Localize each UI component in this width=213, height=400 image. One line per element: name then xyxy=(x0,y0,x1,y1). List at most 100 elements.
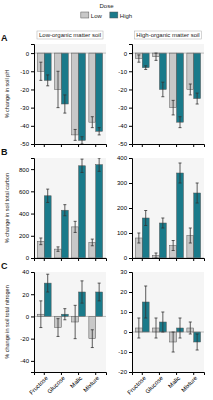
error-bar xyxy=(74,129,77,140)
baseline xyxy=(34,258,106,259)
y-tick: -50 xyxy=(118,141,132,147)
plot-background xyxy=(132,158,204,258)
error-bar xyxy=(161,218,164,228)
tick-mark xyxy=(129,272,132,273)
baseline xyxy=(132,258,204,259)
tick-mark xyxy=(129,53,132,54)
y-tick: -30 xyxy=(118,105,132,111)
error-bar xyxy=(98,158,101,171)
x-tick xyxy=(44,258,45,261)
y-tick: 200 xyxy=(19,233,34,239)
x-tick xyxy=(142,144,143,147)
x-axis: FructoseGlucoseMalicMixture xyxy=(126,372,204,396)
error-bar xyxy=(155,253,158,258)
tick-label: 200 xyxy=(117,205,128,211)
y-tick: -30 xyxy=(20,105,34,111)
error-bar xyxy=(91,239,94,246)
tick-label: 100 xyxy=(117,230,128,236)
tick-label: 800 xyxy=(19,167,30,173)
y-tick: 100 xyxy=(117,230,132,236)
y-tick: 0 xyxy=(26,255,34,261)
error-bar xyxy=(161,312,164,332)
y-tick: 800 xyxy=(19,167,34,173)
error-bar xyxy=(81,137,84,144)
x-tick xyxy=(193,258,194,261)
tick-mark xyxy=(129,258,132,259)
y-axis: 0 200 400 600 800 xyxy=(19,159,35,262)
plot-background xyxy=(132,44,204,144)
y-tick: -20 xyxy=(20,87,34,93)
y-tick: 400 xyxy=(19,211,34,217)
y-axis: 0100200300400 xyxy=(117,155,133,261)
plot-background xyxy=(132,272,204,372)
tick-mark xyxy=(44,258,45,261)
legend-items: LowHigh xyxy=(81,12,132,19)
y-tick: 0 xyxy=(124,51,132,57)
tick-mark xyxy=(31,89,34,90)
tick-mark xyxy=(129,312,132,313)
y-tick: 600 xyxy=(19,189,34,195)
y-tick: 400 xyxy=(117,155,132,161)
tick-label: 0 xyxy=(124,51,128,57)
baseline xyxy=(132,53,204,54)
y-tick: 200 xyxy=(117,205,132,211)
x-axis xyxy=(133,258,205,261)
tick-label: Fructose xyxy=(28,375,49,396)
y-tick: 30 xyxy=(120,269,132,275)
axis-line xyxy=(31,45,35,145)
y-tick: 40 xyxy=(22,269,34,275)
tick-mark xyxy=(159,258,160,261)
bar xyxy=(96,165,103,258)
tick-mark xyxy=(31,53,34,54)
bar xyxy=(177,173,184,258)
panel: 0100200300400 xyxy=(117,155,205,261)
x-tick xyxy=(159,144,160,147)
y-tick: 20 xyxy=(120,289,132,295)
x-tick xyxy=(176,144,177,147)
y-tick: -20 xyxy=(118,369,132,375)
tick-label: -40 xyxy=(20,358,29,364)
tick-label: 30 xyxy=(120,269,127,275)
axis-line xyxy=(133,145,205,148)
tick-label: 300 xyxy=(117,180,128,186)
tick-mark xyxy=(31,316,34,317)
tick-mark xyxy=(176,258,177,261)
tick-label: Mixture xyxy=(180,375,199,394)
y-label: % change in soil pH xyxy=(4,70,10,119)
tick-mark xyxy=(159,144,160,147)
x-tick: Malic xyxy=(69,372,83,389)
x-tick xyxy=(193,144,194,147)
tick-mark xyxy=(129,352,132,353)
bar xyxy=(72,53,79,135)
x-axis xyxy=(35,258,107,261)
tick-label: -40 xyxy=(20,123,29,129)
title: Low-organic matter soil xyxy=(39,32,101,38)
x-tick: Mixture xyxy=(82,372,101,393)
axis-line xyxy=(129,273,133,373)
y-tick: 20 xyxy=(22,292,34,298)
panel: -50-40-30-20-100High-organic matter soil xyxy=(118,31,204,147)
tick-mark xyxy=(31,236,34,237)
axis-line xyxy=(31,273,35,373)
x-tick: Mixture xyxy=(180,372,199,393)
y-tick: -40 xyxy=(20,123,34,129)
x-tick: Glucose xyxy=(144,372,164,395)
x-axis xyxy=(133,144,205,147)
title: High-organic matter soil xyxy=(136,32,199,38)
error-bar xyxy=(189,322,192,334)
error-bar xyxy=(144,66,147,70)
y-tick: -10 xyxy=(118,69,132,75)
tick-mark xyxy=(44,144,45,147)
tick-mark xyxy=(129,208,132,209)
y-tick: 10 xyxy=(120,309,132,315)
tick-mark xyxy=(95,144,96,147)
plot-area xyxy=(132,53,204,128)
tick-mark xyxy=(31,258,34,259)
tick-mark xyxy=(31,169,34,170)
legend-label: High xyxy=(120,13,132,19)
y-tick: -40 xyxy=(118,123,132,129)
tick-mark xyxy=(61,144,62,147)
tick-label: 40 xyxy=(22,269,29,275)
tick-label: 0 xyxy=(26,255,30,261)
error-bar xyxy=(155,53,158,60)
